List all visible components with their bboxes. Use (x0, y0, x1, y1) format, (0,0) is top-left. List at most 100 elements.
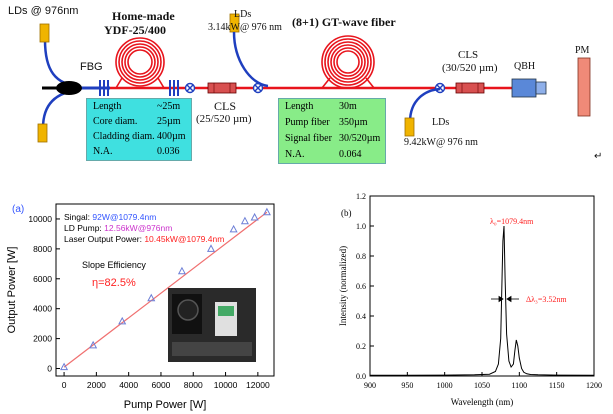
setup-schematic (37, 13, 591, 143)
gt-row-signal: Signal fiber 30/520µm (285, 133, 381, 144)
chart-b-xtick-label: 1200 (586, 381, 602, 390)
chart-b-xtick-label: 950 (401, 381, 413, 390)
chart-b-xtick-label: 900 (364, 381, 376, 390)
chart-a-data-point (177, 266, 186, 275)
chart-a-data-point (89, 340, 98, 349)
gt-wave-coil (321, 35, 375, 89)
chart-b-ytick-label: 1.2 (356, 192, 366, 201)
chart-a-fit-line (63, 211, 268, 368)
chart-a-data-point (206, 244, 216, 252)
chart-a-info-laser-key: Laser Output Power: (64, 234, 144, 244)
chart-a-ytick-label: 2000 (33, 334, 52, 344)
chart-a-xtick-label: 6000 (152, 380, 171, 390)
chart-b-ytick-label: 0.0 (356, 372, 366, 381)
gt-spec-table: Length 30m Pump fiber 350µm Signal fiber… (278, 98, 386, 164)
chart-b-width-arrows (491, 295, 519, 303)
fbg-left-grating (99, 80, 109, 96)
chart-a-info-laser-val: 10.45kW@1079.4nm (144, 234, 224, 244)
chart-b-xtick-label: 1100 (511, 381, 527, 390)
ld-bottom-fiber (408, 87, 441, 123)
ydf-row-na: N.A. 0.036 (93, 146, 180, 157)
chart-a-data-point (118, 316, 127, 325)
ld-left-bottom-fiber (41, 88, 81, 129)
chart-b-xtick-label: 1050 (474, 381, 490, 390)
chart-a-xtick-label: 8000 (184, 380, 203, 390)
ld-left-top-fiber (43, 39, 81, 88)
ydf-label: YDF-25/400 (104, 23, 166, 37)
chart-b-ytick-label: 0.4 (356, 312, 366, 321)
chart-b-frame (369, 195, 595, 377)
chart-a-data-point (147, 293, 156, 302)
pump-combiner (56, 81, 82, 95)
chart-a-xlabel: Pump Power [W] (124, 399, 207, 411)
lds-top-label: LDs (234, 9, 252, 20)
chart-b-ytick-label: 0.8 (356, 252, 366, 261)
ld-left-bottom-diode (37, 123, 48, 143)
lds-bottom-power: 9.42kW@ 976 nm (404, 137, 478, 148)
ydf-row-cladding: Cladding diam. 400µm (93, 131, 186, 142)
ld-bottom-diode (404, 117, 415, 137)
chart-b-xtick-label: 1150 (549, 381, 565, 390)
chart-a-ytick-label: 8000 (33, 244, 52, 254)
pm-label: PM (575, 45, 590, 56)
cls-2-body (455, 82, 485, 94)
chart-a-output-vs-pump: (a) 0 2000 4000 6000 8000 10000 0 2000 4000 6000… (6, 203, 275, 411)
chart-a-ylabel: Output Power [W] (6, 247, 18, 334)
chart-a-info-signal-val: 92W@1079.4nm (92, 212, 156, 222)
splice-3 (434, 82, 446, 94)
lds-left-label: LDs @ 976nm (8, 5, 79, 17)
chart-b-width-annotation: Δλ₃=3.52nm (526, 295, 567, 304)
chart-b-ytick-label: 1.0 (356, 222, 366, 231)
ydf-coil (115, 37, 165, 87)
ydf-spec-table: Length ~25m Core diam. 25µm Cladding dia… (86, 98, 192, 161)
ydf-row-length: Length ~25m (93, 101, 181, 112)
chart-a-xtick-label: 0 (62, 380, 67, 390)
ydf-row-core: Core diam. 25µm (93, 116, 181, 127)
chart-a-data-point (262, 207, 271, 216)
chart-a-ytick-label: 6000 (33, 274, 52, 284)
ld-left-top-diode (39, 23, 50, 43)
qbh-connector (511, 78, 547, 98)
chart-a-data-point (250, 212, 259, 221)
lds-top-power: 3.14kW@ 976 nm (208, 22, 282, 33)
chart-b-spectrum-line (370, 225, 595, 376)
gt-row-pump: Pump fiber 350µm (285, 117, 368, 128)
ld-top-fiber (232, 31, 269, 88)
gt-row-na: N.A. 0.064 (285, 149, 362, 160)
lds-bottom-label: LDs (432, 117, 450, 128)
cls-1-body (207, 82, 237, 94)
chart-a-xtick-label: 10000 (214, 380, 238, 390)
chart-a-xtick-label: 12000 (246, 380, 270, 390)
chart-a-info-signal-key: Singal: (64, 212, 92, 222)
fbg-right-grating (169, 80, 179, 96)
chart-a-info-ld-val: 12.56kW@976nm (104, 223, 172, 233)
chart-b-xlabel: Wavelength (nm) (451, 397, 514, 407)
chart-a-ytick-label: 0 (47, 364, 52, 374)
home-made-label: Home-made (112, 9, 175, 23)
chart-b-xtick-label: 1000 (437, 381, 453, 390)
chart-b-spectrum: (b) 0.0 0.2 0.4 0.6 0.8 1.0 1.2 900 950 1000 1050… (338, 192, 602, 407)
chart-b-ylabel: Intensity (normalized) (338, 246, 348, 326)
chart-a-xtick-label: 2000 (87, 380, 106, 390)
cls-2-spec: (30/520 µm) (442, 62, 498, 74)
chart-a-xtick-label: 4000 (119, 380, 138, 390)
chart-a-slope-value: η=82.5% (92, 277, 136, 289)
cls-1-label: CLS (214, 99, 237, 113)
fbg-label: FBG (80, 61, 103, 73)
power-meter (577, 57, 591, 117)
chart-b-tag: (b) (341, 208, 352, 218)
chart-a-tag: (a) (12, 204, 24, 215)
chart-a-slope-label: Slope Efficiency (82, 260, 146, 270)
chart-a-data-point (240, 216, 249, 225)
svg-text:Singal: 92W@1079.4nm: Singal: 92W@1079.4nm (64, 212, 156, 222)
chart-b-ytick-label: 0.2 (356, 342, 366, 351)
chart-a-data-point (60, 362, 69, 371)
chart-a-data-point (229, 224, 238, 233)
chart-a-frame (55, 203, 275, 377)
corner-mark: ↵ (594, 151, 603, 162)
splice-1 (184, 82, 196, 94)
chart-a-ytick-label: 4000 (33, 304, 52, 314)
chart-a-photo-inset (168, 288, 256, 362)
chart-a-ytick-label: 10000 (28, 214, 52, 224)
